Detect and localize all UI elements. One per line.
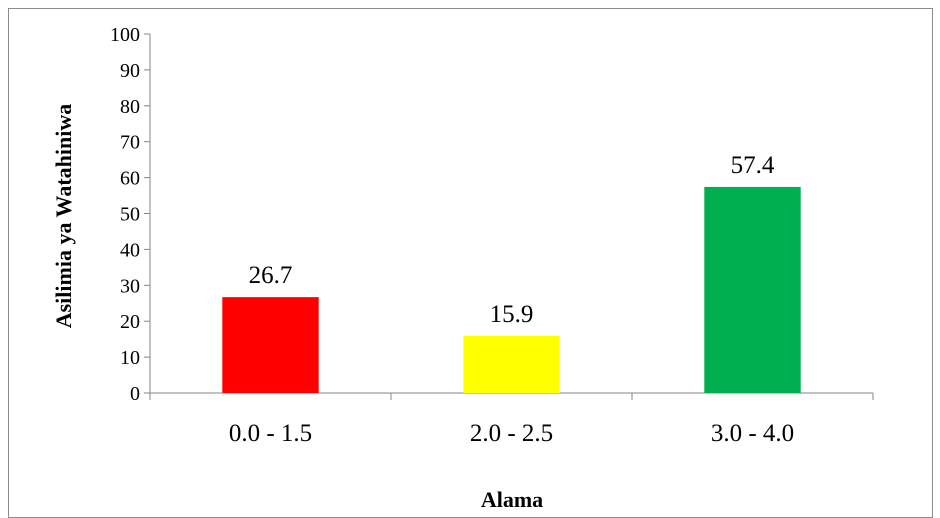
y-tick-label: 60 — [120, 168, 140, 190]
bar — [704, 186, 801, 393]
y-tick-label: 0 — [130, 383, 140, 405]
x-axis-title: Alama — [481, 487, 543, 512]
bar-value-label: 15.9 — [490, 301, 534, 328]
y-tick-label: 100 — [110, 24, 140, 46]
x-axis: 0.0 - 1.5 2.0 - 2.5 3.0 - 4.0 — [149, 392, 874, 447]
y-tick-label: 10 — [120, 347, 140, 369]
y-axis: 0 10 20 30 40 50 60 70 80 90 100 — [110, 24, 151, 405]
bar-value-label: 57.4 — [731, 152, 775, 179]
y-axis-title: Asilimia ya Watahiniwa — [51, 104, 76, 329]
y-tick-label: 90 — [120, 60, 140, 82]
y-tick-label: 80 — [120, 96, 140, 118]
y-tick-label: 70 — [120, 132, 140, 154]
x-category-label: 3.0 - 4.0 — [711, 420, 794, 447]
data-labels: 26.7 15.9 57.4 — [249, 152, 775, 328]
bar-value-label: 26.7 — [249, 262, 293, 289]
x-category-label: 2.0 - 2.5 — [470, 420, 553, 447]
bar — [463, 335, 560, 393]
bar — [222, 297, 319, 393]
y-tick-label: 30 — [120, 275, 140, 297]
x-category-label: 0.0 - 1.5 — [229, 420, 312, 447]
bars — [222, 186, 801, 393]
y-tick-label: 50 — [120, 204, 140, 226]
y-tick-label: 20 — [120, 311, 140, 333]
y-tick-label: 40 — [120, 239, 140, 261]
